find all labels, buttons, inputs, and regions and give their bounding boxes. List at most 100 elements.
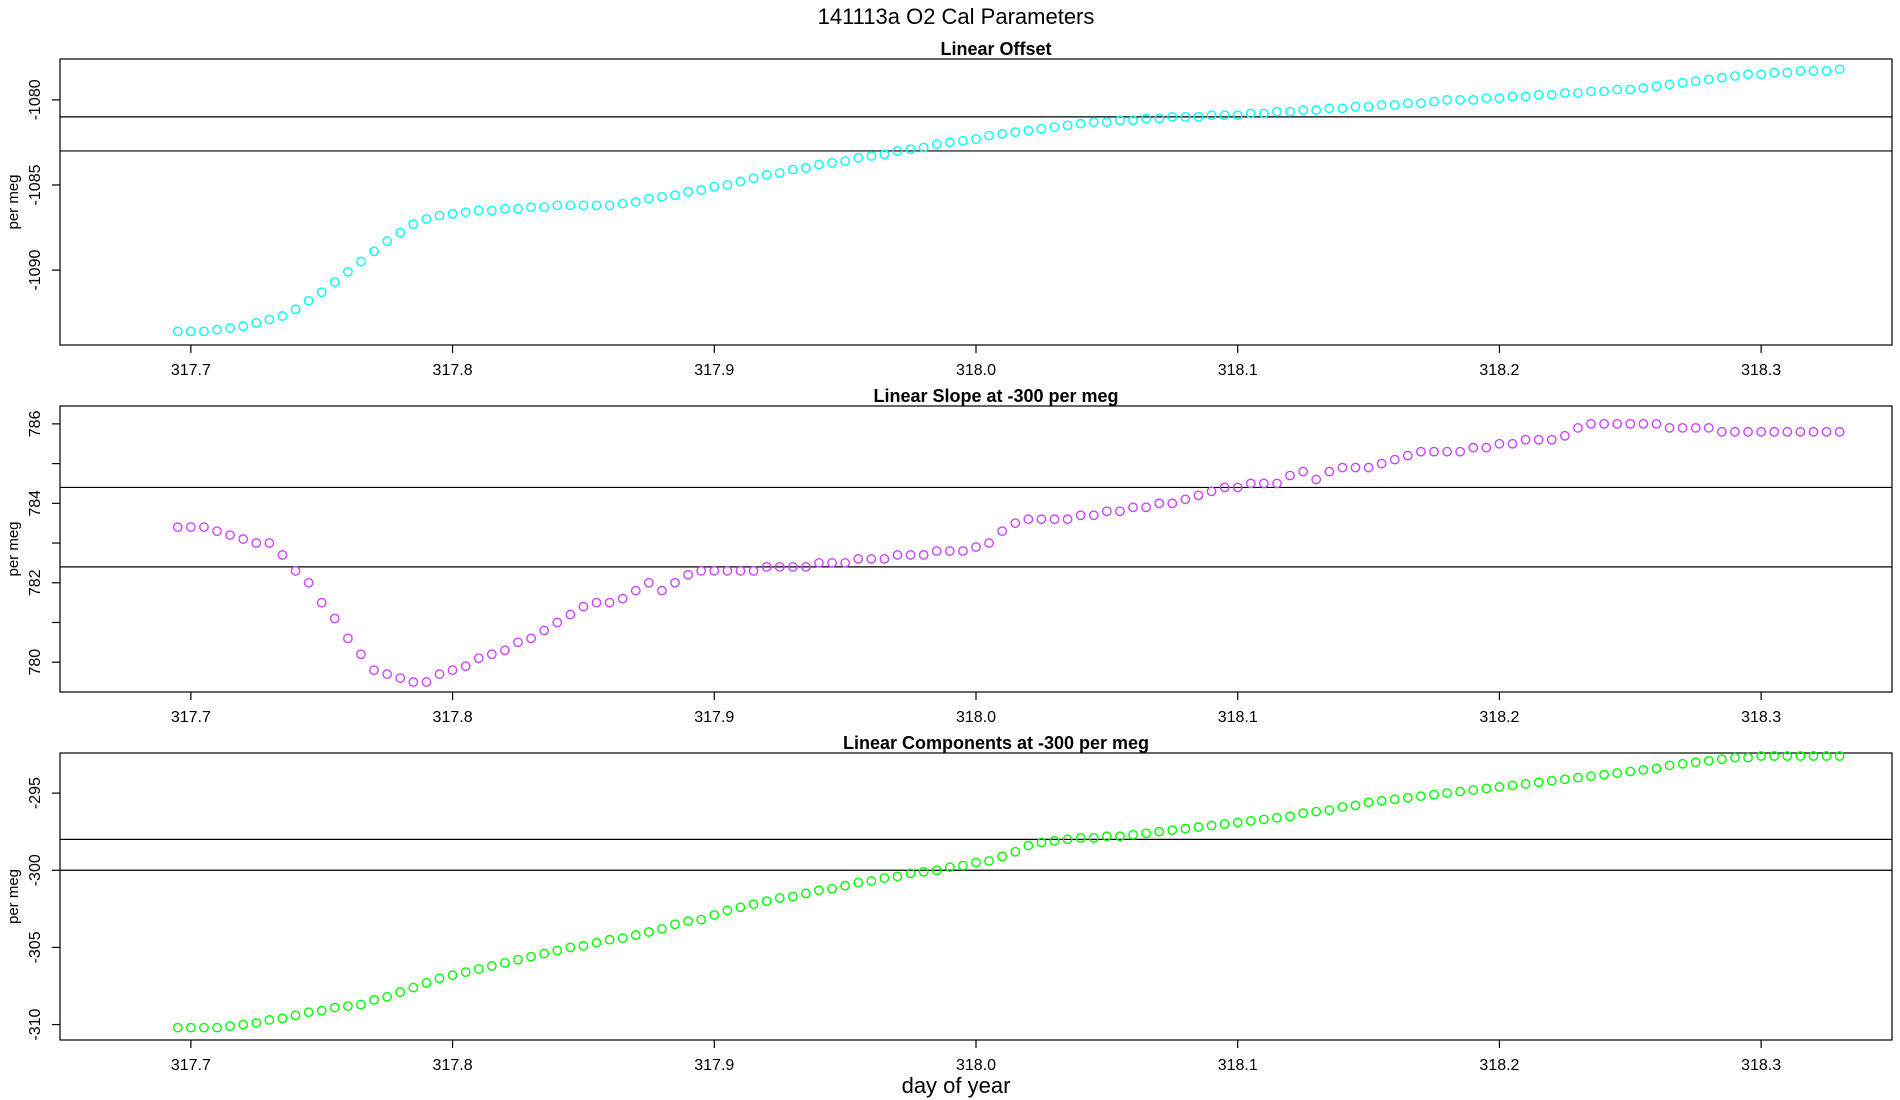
data-point: [800, 888, 811, 899]
data-point: [342, 1001, 353, 1011]
data-point: [513, 954, 523, 965]
data-point: [1586, 86, 1596, 97]
data-point: [1599, 769, 1610, 780]
data-point: [840, 880, 851, 891]
data-point: [761, 169, 772, 180]
data-point: [1455, 786, 1466, 797]
data-point: [316, 287, 327, 298]
data-point: [722, 565, 733, 576]
data-point: [918, 550, 929, 560]
data-point: [958, 546, 968, 556]
data-point: [251, 1018, 262, 1028]
data-point: [1311, 474, 1322, 485]
data-point: [643, 193, 654, 204]
data-point: [643, 577, 654, 588]
data-point: [1795, 751, 1806, 761]
data-point: [199, 1022, 209, 1033]
data-point: [1716, 426, 1727, 437]
data-point: [1808, 426, 1819, 437]
y-tick-label: -305: [27, 931, 44, 963]
data-point: [1716, 754, 1727, 765]
data-point: [1625, 418, 1636, 429]
x-tick-label: 318.0: [956, 709, 996, 726]
data-point: [447, 209, 458, 219]
data-point: [643, 927, 654, 937]
data-point: [1442, 446, 1452, 457]
data-point: [369, 246, 379, 257]
panel-title: Linear Slope at -300 per meg: [873, 386, 1118, 406]
data-point: [800, 163, 811, 173]
data-point: [683, 916, 694, 927]
data-point: [735, 176, 746, 187]
data-point: [1219, 482, 1230, 493]
data-point: [1730, 71, 1740, 81]
data-point: [1808, 751, 1819, 761]
chart-panels: Linear Offset 317.7 317.8 317.9 318.0 318.1 31…: [5, 39, 1893, 1074]
data-point: [1756, 69, 1767, 80]
data-point: [329, 1002, 340, 1013]
data-point: [1363, 101, 1374, 112]
data-point: [1128, 502, 1138, 513]
y-axis-label: per meg: [5, 521, 22, 576]
data-point: [866, 151, 877, 161]
data-point: [630, 197, 641, 207]
data-point: [1586, 418, 1596, 429]
data-point: [1468, 442, 1479, 453]
data-point: [1154, 826, 1165, 837]
data-point: [1128, 829, 1138, 840]
data-point: [1389, 794, 1400, 805]
x-tick-label: 318.2: [1479, 709, 1519, 726]
data-point: [853, 152, 864, 163]
data-point: [1573, 772, 1583, 783]
data-point: [1141, 828, 1152, 839]
plot-frame: [59, 58, 1893, 346]
data-point: [251, 538, 262, 548]
data-point: [1664, 760, 1675, 771]
data-point: [1546, 89, 1557, 100]
data-point: [277, 1013, 288, 1024]
data-point: [944, 137, 955, 148]
data-point: [1272, 478, 1282, 489]
data-point: [356, 256, 366, 267]
data-point: [1128, 115, 1138, 126]
data-point: [1062, 514, 1073, 525]
data-point: [630, 930, 641, 940]
data-point: [356, 999, 366, 1010]
data-point: [1455, 446, 1466, 457]
data-point: [172, 326, 183, 337]
data-point: [1167, 111, 1178, 122]
data-point: [1533, 434, 1544, 445]
data-point: [1834, 751, 1845, 761]
data-point: [513, 637, 523, 648]
data-point: [827, 883, 837, 894]
data-point: [761, 561, 772, 572]
data-point: [617, 198, 628, 209]
data-point: [1690, 76, 1701, 87]
data-point: [670, 919, 680, 930]
data-point: [1690, 757, 1701, 768]
data-point: [172, 1022, 183, 1033]
data-point: [1088, 832, 1099, 843]
data-point: [1507, 91, 1518, 102]
data-point: [1376, 795, 1387, 806]
data-point: [1756, 751, 1767, 761]
data-point: [971, 542, 981, 552]
data-point: [1442, 94, 1452, 105]
data-point: [1258, 108, 1269, 119]
data-point: [1429, 789, 1439, 800]
data-point: [984, 856, 994, 866]
data-point: [526, 633, 536, 644]
data-point: [264, 538, 275, 548]
data-point: [303, 577, 314, 588]
x-tick-label: 317.7: [171, 709, 211, 726]
data-point: [578, 940, 589, 951]
data-point: [997, 851, 1008, 862]
data-point: [879, 554, 890, 564]
data-point: [1612, 418, 1623, 429]
y-tick-label: -1080: [27, 79, 44, 120]
data-point: [1677, 422, 1688, 433]
data-point: [526, 951, 536, 962]
x-tick-label: 318.1: [1218, 362, 1258, 379]
data-point: [1023, 840, 1034, 851]
